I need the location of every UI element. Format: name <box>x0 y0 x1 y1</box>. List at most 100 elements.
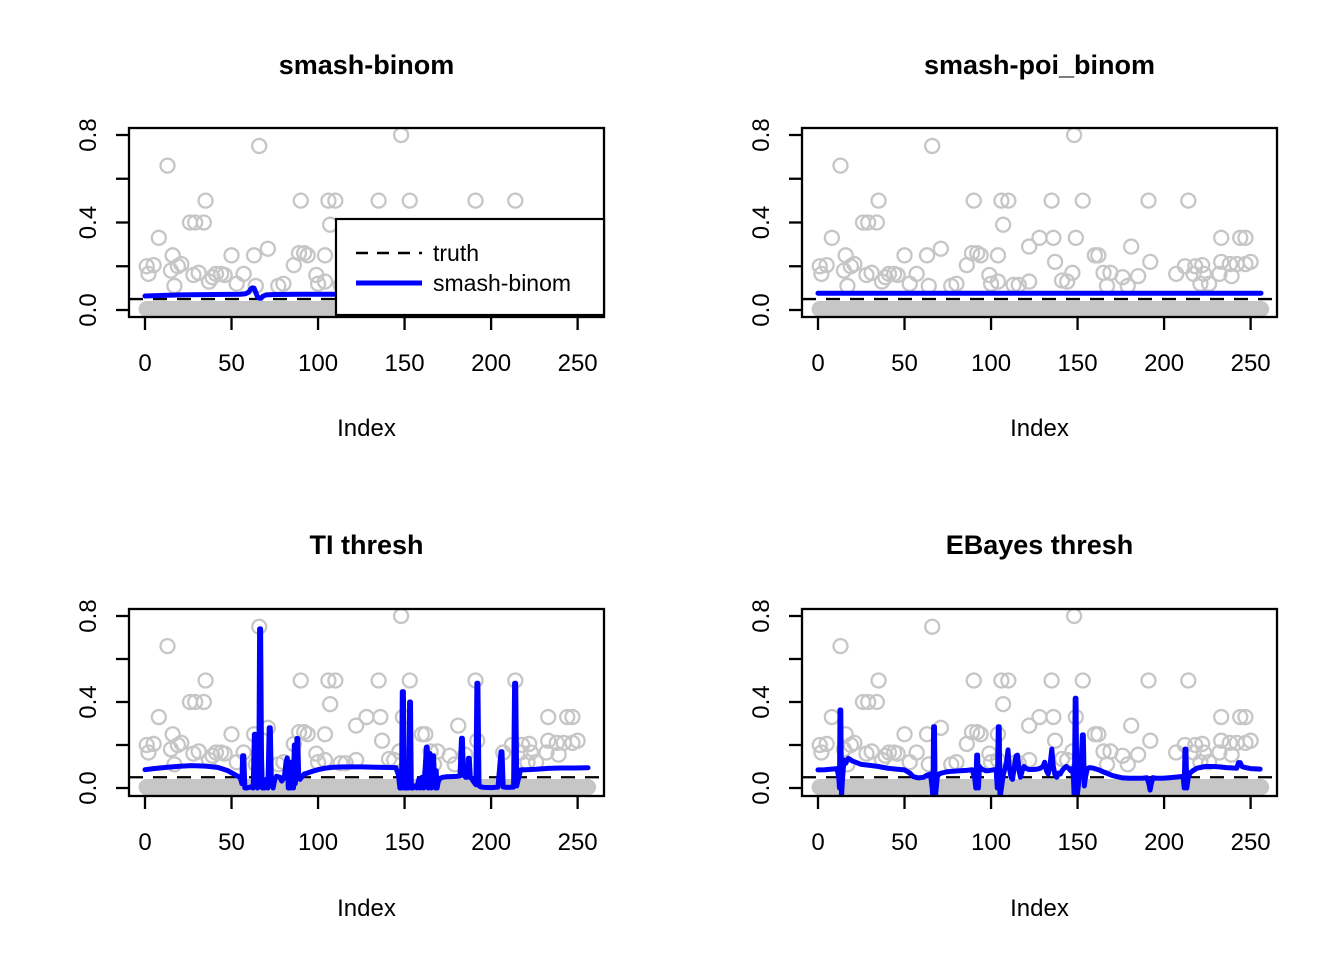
scatter-point <box>1043 672 1060 689</box>
scatter-point <box>880 265 898 283</box>
scatter-point <box>908 744 925 761</box>
x-tick-label: 50 <box>891 350 918 377</box>
x-tick-label: 50 <box>891 829 918 856</box>
x-tick-label: 200 <box>471 350 511 377</box>
scatter-point-zero <box>1252 778 1270 796</box>
scatter-point <box>846 255 863 273</box>
x-tick-label: 100 <box>298 350 338 377</box>
x-tick-label: 0 <box>811 829 824 856</box>
scatter-point <box>228 275 245 292</box>
scatter-point <box>223 247 240 264</box>
scatter-point <box>1020 717 1038 734</box>
panel-title-ti-thresh: TI thresh <box>309 530 424 560</box>
scatter-point <box>316 247 334 264</box>
scatter-point <box>417 726 434 743</box>
scatter-point <box>924 137 941 155</box>
scatter-point <box>1074 672 1091 689</box>
scatter-point <box>522 744 540 761</box>
scatter-point <box>197 192 214 209</box>
scatter-point <box>918 247 936 264</box>
scatter-point <box>1046 253 1064 271</box>
scatter-point <box>1211 265 1228 283</box>
x-tick-label: 200 <box>471 829 511 856</box>
scatter-point <box>1140 192 1157 209</box>
scatter-point <box>1140 672 1157 689</box>
scatter-point <box>316 273 334 290</box>
scatter-point <box>1221 255 1239 273</box>
scatter-point <box>538 744 555 761</box>
scatter-point <box>1045 229 1062 246</box>
scatter-point <box>166 277 183 295</box>
scatter-point <box>1237 708 1254 726</box>
scatter-point <box>204 269 221 286</box>
scatter-point <box>540 732 557 749</box>
scatter-point <box>1020 273 1038 290</box>
y-tick-label: 0.0 <box>748 293 775 326</box>
scatter-point <box>1221 734 1239 751</box>
scatter-points <box>811 128 1270 317</box>
scatter-point <box>989 273 1007 290</box>
scatter-point <box>832 157 849 174</box>
scatter-point <box>1195 744 1213 761</box>
y-tick-label: 0.4 <box>748 206 775 239</box>
scatter-point <box>392 609 410 625</box>
scatter-point <box>327 672 344 689</box>
scatter-point <box>1046 732 1064 749</box>
scatter-point <box>569 732 586 749</box>
legend-box <box>334 217 606 317</box>
scatter-point <box>223 726 240 743</box>
scatter-point <box>1129 746 1147 763</box>
scatter-point <box>159 157 176 174</box>
y-tick-label: 0.8 <box>748 599 775 632</box>
scatter-point <box>1000 672 1017 689</box>
scatter-point <box>832 637 849 655</box>
scatter-point <box>846 734 863 751</box>
panel-title-smash-binom: smash-binom <box>278 50 455 80</box>
x-tick-label: 250 <box>558 350 598 377</box>
x-tick-label: 250 <box>1231 350 1271 377</box>
x-tick-label: 0 <box>138 829 151 856</box>
scatter-point <box>1031 708 1048 726</box>
scatter-point <box>1200 754 1218 771</box>
scatter-point <box>1213 732 1230 749</box>
scatter-point <box>1242 253 1259 271</box>
scatter-point <box>195 214 212 231</box>
scatter-point <box>299 247 316 264</box>
scatter-point <box>963 723 981 741</box>
estimate-line <box>142 626 591 791</box>
scatter-point <box>965 672 982 689</box>
scatter-point <box>450 717 467 734</box>
scatter-point <box>140 265 157 283</box>
scatter-point <box>548 734 566 751</box>
scatter-point <box>197 672 214 689</box>
scatter-point <box>207 744 225 761</box>
x-tick-label: 250 <box>1231 829 1271 856</box>
scatter-point <box>993 672 1010 689</box>
scatter-point <box>187 693 204 711</box>
scatter-point <box>896 247 913 264</box>
scatter-point <box>320 672 337 689</box>
scatter-point <box>868 693 885 711</box>
scatter-point <box>292 192 309 209</box>
scatter-point <box>370 672 387 689</box>
scatter-point <box>823 708 840 726</box>
y-tick-label: 0.0 <box>75 771 102 804</box>
scatter-point <box>332 755 349 772</box>
panel-ebayes-thresh: 0 50 100 150 200 250 0.0 0.4 0.8 <box>748 599 1279 856</box>
panel-smash-poi-binom: 0 50 100 150 200 250 0.0 0.4 0.8 <box>748 118 1279 377</box>
scatter-point <box>1123 717 1140 734</box>
scatter-point <box>1065 609 1083 625</box>
scatter-point <box>811 258 828 275</box>
scatter-point <box>908 265 925 283</box>
scatter-point <box>150 708 167 726</box>
scatter-point <box>1129 267 1147 285</box>
x-axis-label: Index <box>1010 415 1069 442</box>
y-tick-label: 0.8 <box>75 599 102 632</box>
scatter-point <box>877 269 894 286</box>
y-tick-label: 0.0 <box>748 771 775 804</box>
scatter-point <box>216 266 233 284</box>
scatter-point <box>860 693 877 711</box>
scatter-point <box>187 214 204 231</box>
